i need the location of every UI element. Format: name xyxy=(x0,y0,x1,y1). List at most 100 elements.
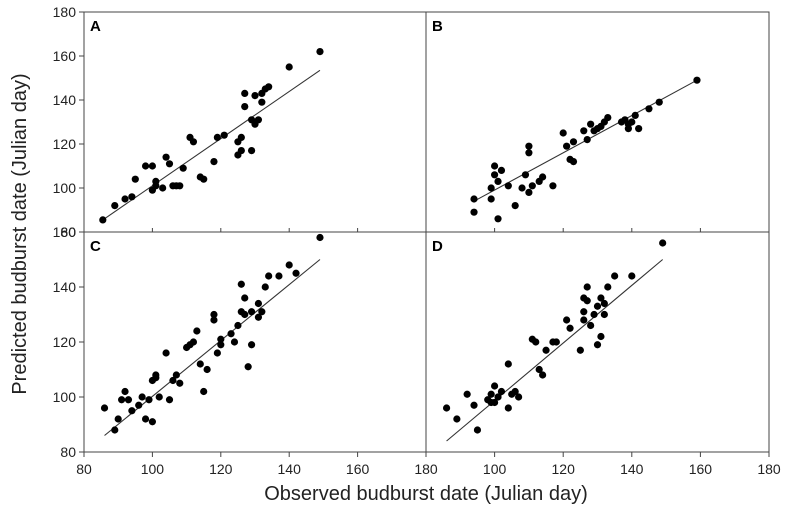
panel-d-data-point xyxy=(583,283,591,291)
panel-d-data-point xyxy=(593,341,602,349)
panel-c-data-point xyxy=(152,374,160,382)
panel-b-data-point xyxy=(635,125,643,133)
panel-c-data-point xyxy=(200,387,208,396)
panel-c-data-point xyxy=(155,393,163,401)
panel-d-data-point xyxy=(535,365,543,374)
panel-a-data-point xyxy=(141,162,150,170)
panel-a-data-point xyxy=(165,160,174,168)
panel-b-data-point xyxy=(487,195,495,203)
panel-a-data-point xyxy=(179,164,187,172)
y-tick-label: 120 xyxy=(53,136,77,152)
panel-d-data-point xyxy=(611,272,619,280)
panel-b-data-point xyxy=(504,182,512,190)
panel-c-data-point xyxy=(237,280,245,288)
panel-d-data-point xyxy=(494,393,502,401)
panel-a-data-point xyxy=(99,216,107,224)
panel-a-data-point xyxy=(200,175,208,183)
panel-b-data-point xyxy=(494,177,502,185)
panel-a-data-point xyxy=(316,48,324,56)
panel-c-data-point xyxy=(241,294,249,302)
x-tick-label: 140 xyxy=(278,461,302,477)
panel-d-data-point xyxy=(566,324,574,332)
panel-d-data-point xyxy=(539,371,547,379)
y-tick-label: 140 xyxy=(53,92,77,108)
panel-b-data-point xyxy=(491,162,499,170)
panel-c-data-point xyxy=(247,341,256,349)
panel-c-data-point xyxy=(100,404,109,412)
panel-c-data-point xyxy=(261,283,269,291)
panel-c-data-point xyxy=(265,272,273,280)
y-tick-label: 140 xyxy=(53,279,77,295)
panel-d-data-point xyxy=(442,404,451,412)
panel-b-data-point xyxy=(631,111,639,119)
panel-b-data-point xyxy=(525,142,533,150)
panel-d-data-point xyxy=(580,316,588,324)
x-tick-label: 80 xyxy=(76,461,92,477)
x-tick-label: 160 xyxy=(689,461,713,477)
panel-c-data-point xyxy=(138,393,146,401)
panel-b-data-point xyxy=(521,171,530,179)
panel-b-data-point xyxy=(583,136,591,144)
panel-c-data-point xyxy=(165,396,174,404)
panel-c-data-point xyxy=(121,387,129,396)
panel-b-data-point xyxy=(487,184,495,192)
panel-b-data-point xyxy=(511,202,519,210)
panel-d-fit-line xyxy=(446,259,664,442)
panel-d-data-point xyxy=(453,415,461,423)
x-tick-label: 100 xyxy=(483,461,507,477)
panel-a-data-point xyxy=(152,177,160,185)
panel-c-data-point xyxy=(213,349,221,357)
panel-c-data-point xyxy=(124,396,133,404)
panel-c-data-point xyxy=(114,415,122,423)
panel-d-data-point xyxy=(600,310,608,319)
data-points xyxy=(99,48,701,434)
y-tick-label: 80 xyxy=(60,224,76,240)
panel-a-data-point xyxy=(148,162,156,170)
panel-a-data-point xyxy=(176,182,184,190)
y-axis-label: Predicted budburst date (Julian day) xyxy=(9,73,31,394)
panel-a-data-point xyxy=(237,133,245,141)
panel-c-data-point xyxy=(193,327,201,335)
panel-c-fit-line xyxy=(104,259,321,436)
panel-b-data-point xyxy=(497,166,506,174)
panel-d-data-point xyxy=(511,387,519,396)
panel-b-data-point xyxy=(655,98,663,106)
y-tick-label: 100 xyxy=(53,180,77,196)
x-tick-label: 180 xyxy=(757,461,781,477)
panel-a-data-point xyxy=(285,63,293,71)
panel-b-data-point xyxy=(470,208,478,216)
panel-c-data-point xyxy=(244,363,252,371)
y-tick-label: 80 xyxy=(60,444,76,460)
panel-c-data-point xyxy=(169,376,177,385)
x-axis-label: Observed budburst date (Julian day) xyxy=(264,483,588,505)
panel-b-data-point xyxy=(549,182,557,190)
panel-b-data-point xyxy=(587,120,595,128)
panel-c-label: C xyxy=(90,238,101,255)
y-tick-label: 120 xyxy=(53,334,77,350)
panel-d-data-point xyxy=(597,294,605,302)
panel-d-data-point xyxy=(590,310,598,319)
panel-b-data-point xyxy=(494,215,502,223)
x-tick-label: 120 xyxy=(209,461,233,477)
panel-d-data-point xyxy=(576,346,584,354)
panel-d-data-point xyxy=(491,382,499,390)
panel-a-data-point xyxy=(189,138,198,146)
y-tick-label: 160 xyxy=(53,48,77,64)
y-tick-label: 180 xyxy=(53,4,77,20)
panel-c-data-point xyxy=(258,308,266,316)
panel-a-data-point xyxy=(213,133,221,141)
panel-c-data-point xyxy=(203,365,211,374)
panel-b-data-point xyxy=(604,114,612,122)
panel-c-data-point xyxy=(247,308,256,316)
panel-a-data-point xyxy=(128,193,136,201)
panel-d-data-point xyxy=(504,404,512,412)
panel-a-data-point xyxy=(237,147,245,155)
x-tick-label: 120 xyxy=(552,461,576,477)
panel-d-data-point xyxy=(597,332,605,341)
panel-b-label: B xyxy=(432,18,443,35)
panel-a-data-point xyxy=(111,202,119,210)
panel-c-data-point xyxy=(210,310,218,319)
panel-b-data-point xyxy=(470,195,478,203)
panel-d-data-point xyxy=(542,346,550,354)
